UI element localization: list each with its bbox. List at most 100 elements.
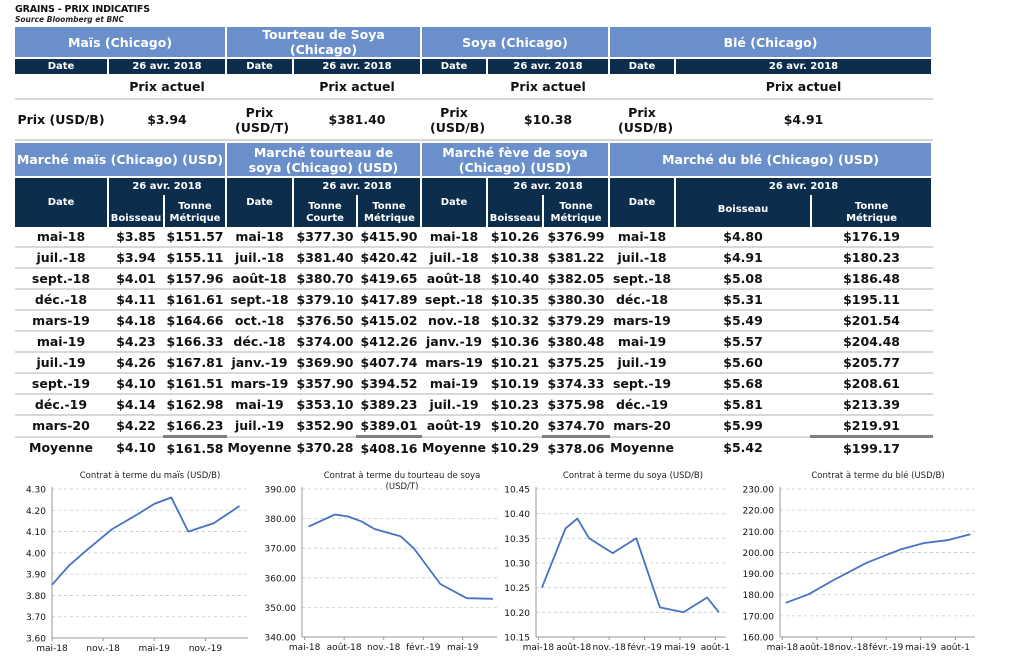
tourteau-col1-value: $352.90	[293, 415, 358, 438]
y-tick-label: 10.30	[504, 560, 530, 570]
x-tick-label: mai-19	[664, 643, 696, 653]
table-row: mars-20 $4.22 $166.23 juil.-19 $352.90 $389.0…	[15, 415, 934, 438]
soya-col2-value: $380.48	[543, 331, 611, 353]
contract-month: juil.-19	[609, 352, 677, 374]
table-row: déc.-19 $4.14 $162.98 mai-19 $353.10 $389.23 j…	[15, 394, 934, 416]
date-value: 26 avr. 2018	[108, 58, 227, 74]
date-value: 26 avr. 2018	[675, 58, 934, 74]
chart-tourteau: Contrat à terme du tourteau de soya (USD/…	[252, 465, 502, 660]
y-tick-label: 350.00	[265, 604, 297, 614]
chart-svg: Contrat à terme du tourteau de soya(USD/…	[265, 471, 497, 653]
source-note: Source Bloomberg et BNC	[15, 15, 125, 24]
empty-cell	[15, 74, 109, 100]
date-label: Date	[609, 58, 677, 74]
contract-month: août-19	[421, 415, 489, 438]
contract-month: mai-18	[609, 227, 677, 248]
unit-column-header: Tonne Métrique	[164, 195, 227, 227]
average-label: Moyenne	[226, 436, 294, 458]
mais-col2-value: $162.98	[164, 394, 227, 416]
ble-col2-value: $213.39	[811, 394, 934, 416]
date-value: 26 avr. 2018	[487, 58, 611, 74]
ble-col2-value: $204.48	[811, 331, 934, 353]
ble-col1-value: $5.81	[675, 394, 813, 416]
ble-col1-value: $5.57	[675, 331, 813, 353]
soya-col1-value: $10.20	[487, 415, 545, 438]
market-date: 26 avr. 2018	[675, 177, 934, 195]
price-line	[308, 513, 494, 600]
contract-month: sept.-18	[15, 268, 109, 290]
chart-svg: Contrat à terme du soya (USD/B) 10.15 10.2…	[504, 471, 730, 653]
x-tick-label: févr.-19	[869, 642, 904, 653]
contract-month: août-18	[226, 268, 294, 290]
y-tick-label: 3.60	[26, 635, 46, 645]
unit-column-header: Boisseau	[108, 195, 165, 227]
ble-col1-value: $5.68	[675, 373, 813, 395]
x-tick-label: nov.-18	[367, 643, 401, 653]
date-label: Date	[226, 58, 294, 74]
y-tick-label: 170.00	[743, 612, 775, 622]
soya-col2-value: $381.22	[543, 247, 611, 269]
table-row: juil.-18 $3.94 $155.11 juil.-18 $381.40 $420.…	[15, 247, 934, 269]
commodity-header-ble: Blé (Chicago)	[609, 27, 934, 59]
page-title: GRAINS - PRIX INDICATIFS	[15, 4, 150, 15]
ble-col2-value: $176.19	[811, 227, 934, 248]
y-tick-label: 10.15	[504, 634, 530, 644]
tourteau-col2-value: $415.90	[357, 227, 423, 248]
mais-col2-value: $151.57	[164, 227, 227, 248]
x-tick-label: août-1	[941, 643, 970, 653]
x-tick-label: nov.-18	[592, 643, 626, 653]
mais-col1-value: $4.01	[108, 268, 165, 290]
x-tick-label: mai-18	[523, 643, 555, 653]
soya-col2-value: $378.06	[543, 436, 611, 458]
date-column-header: Date	[421, 177, 489, 227]
tourteau-col2-value: $417.89	[357, 289, 423, 311]
commodity-header-tourteau: Tourteau de Soya (Chicago)	[226, 27, 422, 59]
y-tick-label: 180.00	[743, 591, 775, 601]
price-value: $3.94	[108, 99, 227, 141]
y-tick-label: 370.00	[265, 545, 297, 555]
soya-col2-value: $374.33	[543, 373, 611, 395]
mais-col1-value: $4.23	[108, 331, 165, 353]
y-tick-label: 10.20	[504, 609, 530, 619]
tourteau-col1-value: $374.00	[293, 331, 358, 353]
chart-soya: Contrat à terme du soya (USD/B) 10.15 10.2…	[498, 465, 748, 660]
mais-col2-value: $161.51	[164, 373, 227, 395]
contract-month: déc.-18	[15, 289, 109, 311]
contract-month: mai-19	[226, 394, 294, 416]
y-tick-label: 3.90	[26, 571, 46, 581]
ble-col2-value: $180.23	[811, 247, 934, 269]
price-line	[51, 496, 240, 586]
x-tick-label: août-18	[556, 643, 591, 653]
table-row: mars-19 $4.18 $164.66 oct.-18 $376.50 $415.02…	[15, 310, 934, 332]
ble-col2-value: $186.48	[811, 268, 934, 290]
price-heading: Prix actuel	[487, 74, 611, 100]
contract-month: juil.-18	[15, 247, 109, 269]
soya-col2-value: $379.29	[543, 310, 611, 332]
contract-month: juil.-19	[15, 352, 109, 374]
contract-month: sept.-18	[609, 268, 677, 290]
soya-col1-value: $10.26	[487, 227, 545, 248]
mais-col1-value: $4.22	[108, 415, 165, 438]
tourteau-col1-value: $353.10	[293, 394, 358, 416]
market-date: 26 avr. 2018	[293, 177, 423, 195]
y-tick-label: 4.10	[26, 528, 46, 538]
tourteau-col2-value: $407.74	[357, 352, 423, 374]
tourteau-col1-value: $379.10	[293, 289, 358, 311]
commodity-header-mais: Maïs (Chicago)	[15, 27, 227, 59]
y-tick-label: 230.00	[743, 486, 775, 496]
chart-title: Contrat à terme du blé (USD/B)	[811, 470, 944, 481]
soya-col2-value: $380.30	[543, 289, 611, 311]
ble-col2-value: $205.77	[811, 352, 934, 374]
ble-col2-value: $201.54	[811, 310, 934, 332]
contract-month: juil.-18	[421, 247, 489, 269]
x-tick-label: mai-19	[905, 643, 937, 653]
tourteau-col2-value: $389.23	[357, 394, 423, 416]
date-label: Date	[421, 58, 488, 74]
x-tick-label: août-18	[327, 643, 362, 653]
ble-col1-value: $4.91	[675, 247, 813, 269]
contract-month: mars-19	[421, 352, 489, 374]
empty-cell	[421, 74, 488, 100]
soya-col2-value: $376.99	[543, 227, 611, 248]
ble-col1-value: $4.80	[675, 227, 813, 248]
y-tick-label: 10.25	[504, 584, 530, 594]
